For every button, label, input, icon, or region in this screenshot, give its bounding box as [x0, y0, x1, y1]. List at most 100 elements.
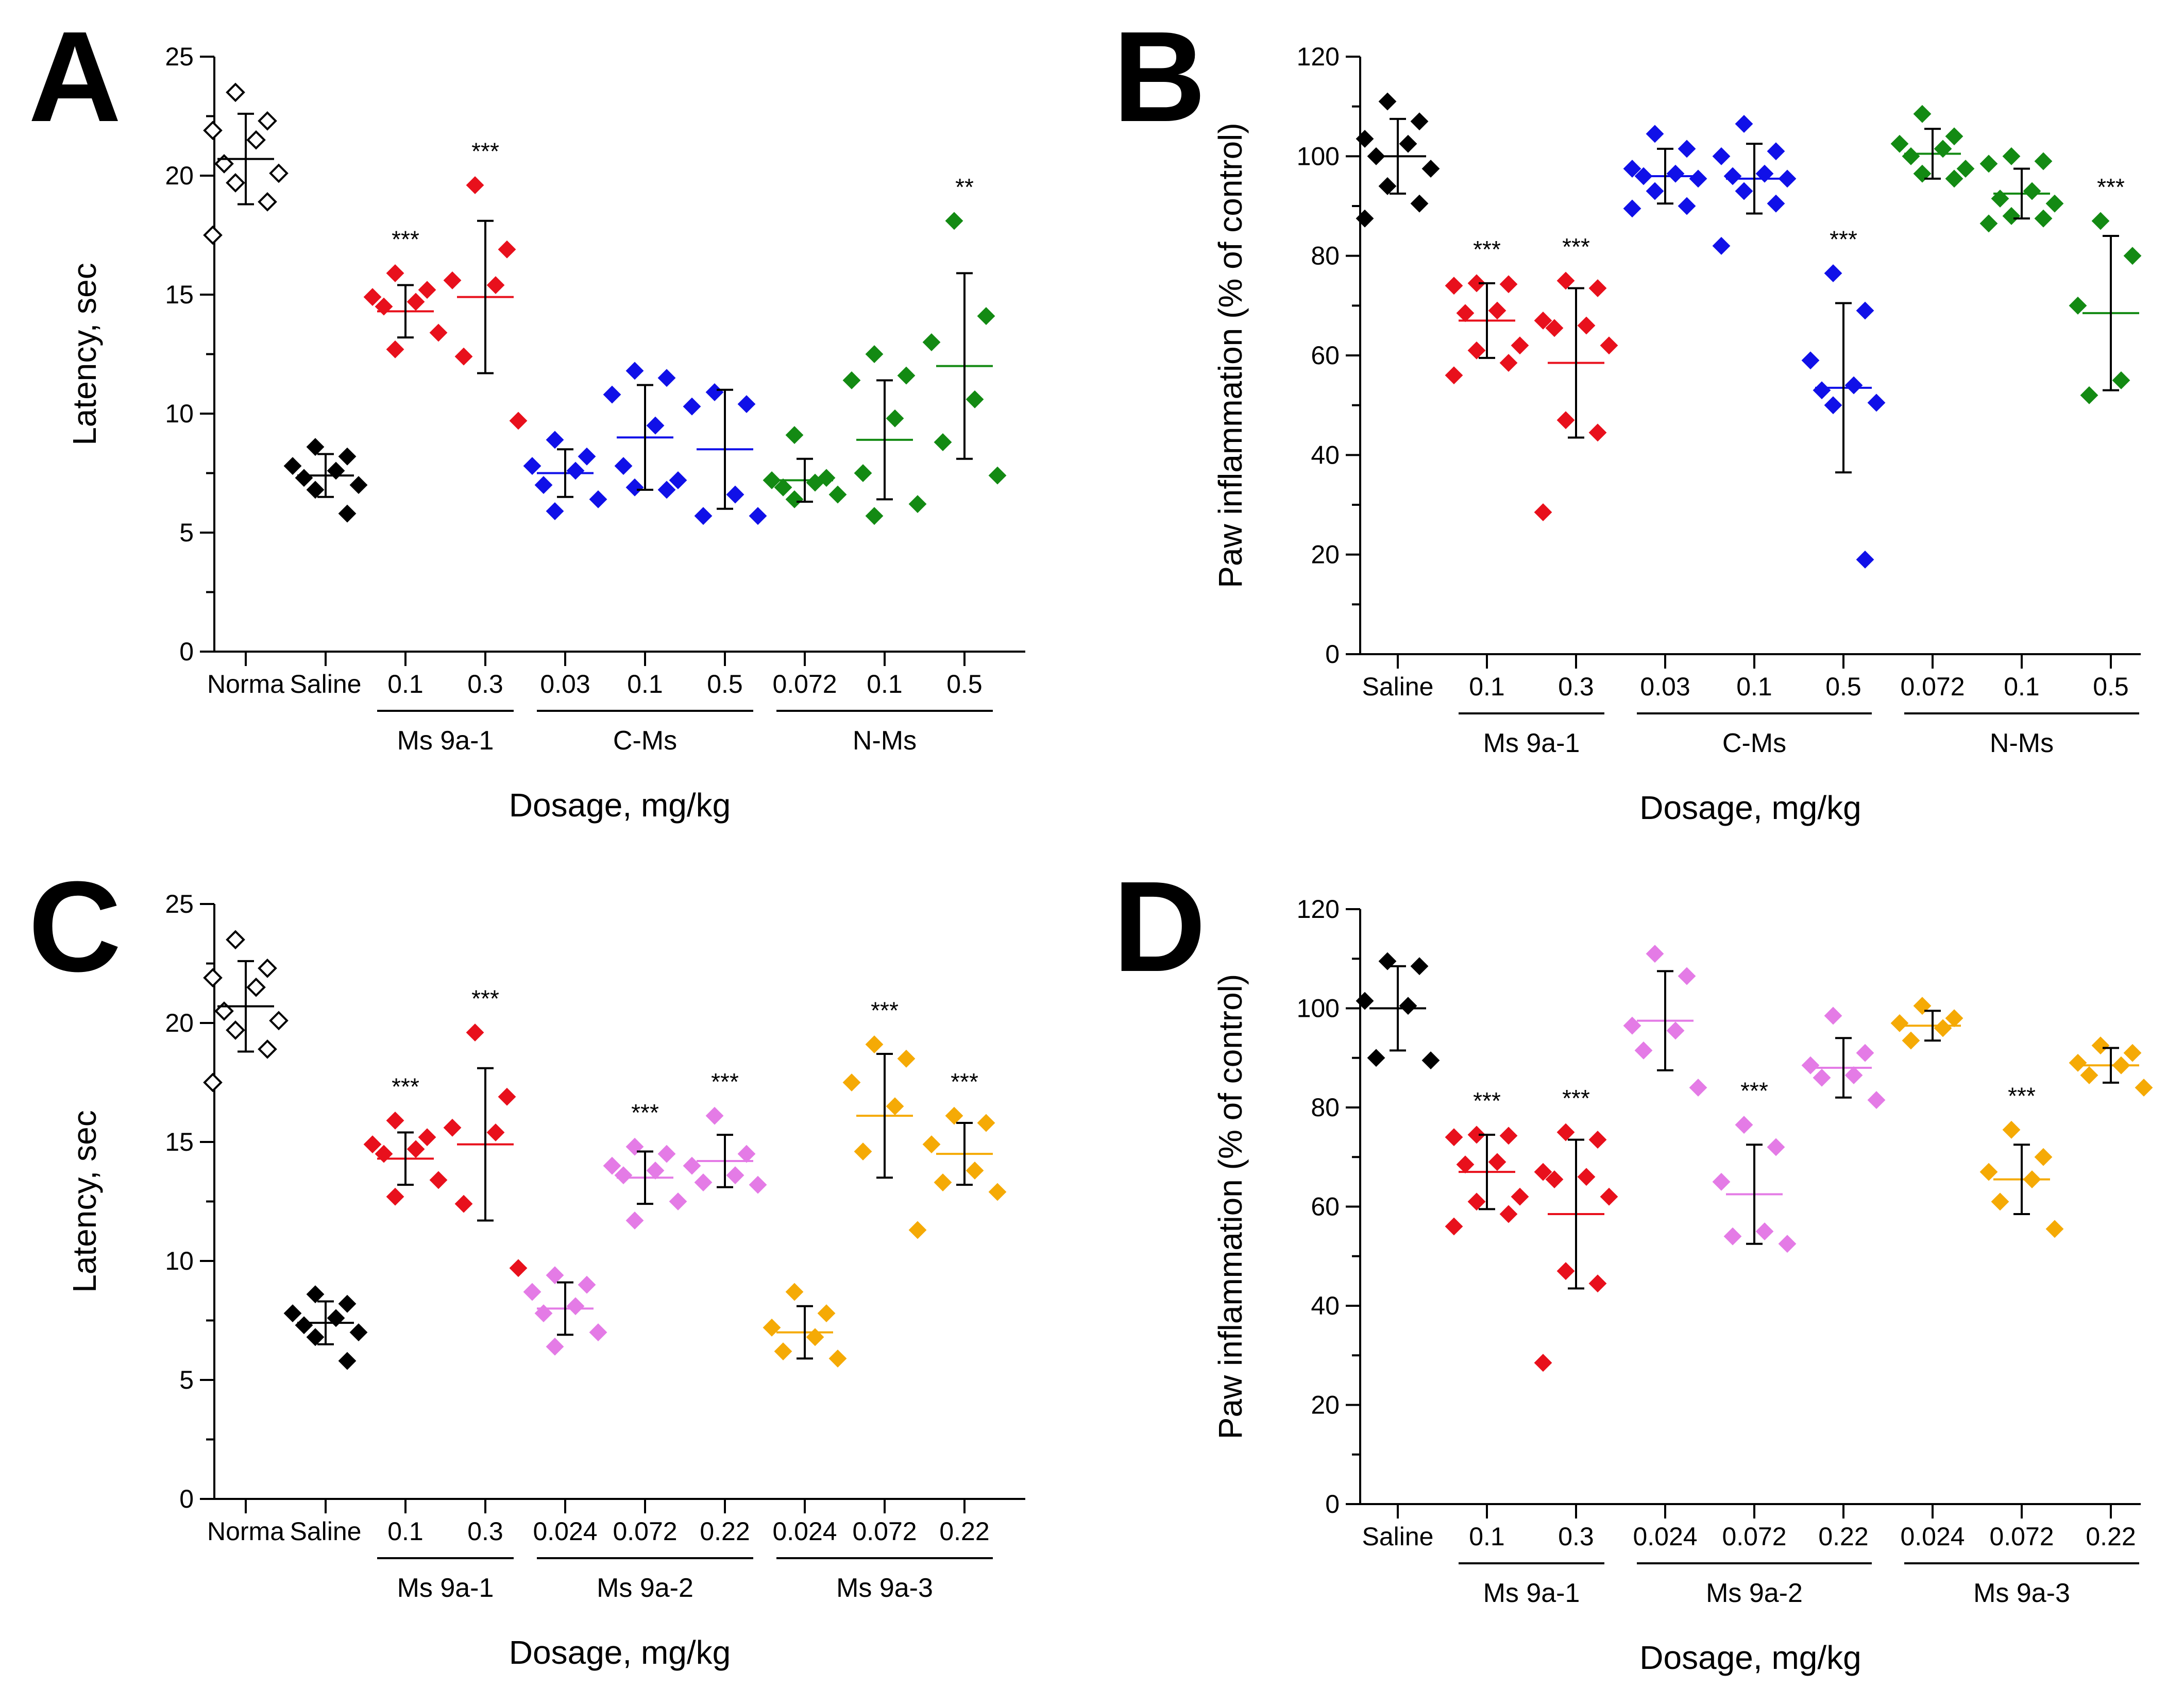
data-point — [774, 478, 792, 497]
significance-label: *** — [2097, 174, 2125, 200]
data-point — [817, 1304, 836, 1323]
data-point — [1623, 1016, 1641, 1035]
data-point — [646, 1162, 665, 1180]
data-point — [865, 345, 884, 363]
data-point — [1723, 1227, 1742, 1246]
data-point — [338, 1294, 357, 1313]
x-tick-label: 0.072 — [852, 1517, 917, 1546]
data-point — [1588, 423, 1607, 442]
data-point — [1499, 354, 1518, 372]
data-point — [509, 1259, 528, 1277]
data-point — [1778, 169, 1797, 188]
data-point — [386, 264, 404, 282]
group-label: Ms 9a-1 — [1483, 728, 1580, 758]
data-point — [1634, 1041, 1653, 1060]
data-point — [694, 1173, 713, 1191]
data-point — [966, 1162, 984, 1180]
x-tick-label: 0.3 — [1558, 1522, 1594, 1551]
x-tick-label: 0.5 — [1825, 672, 1861, 701]
data-point — [2091, 212, 2110, 230]
x-tick-label: 0.1 — [1736, 672, 1772, 701]
data-point — [1410, 957, 1429, 976]
data-point — [2002, 147, 2021, 165]
data-point — [922, 1135, 941, 1154]
x-tick-label: 0.1 — [627, 670, 663, 698]
data-point — [349, 476, 368, 494]
data-point — [1678, 967, 1696, 985]
group-label: Ms 9a-3 — [1973, 1578, 2070, 1608]
significance-label: *** — [711, 1068, 739, 1095]
data-point — [657, 481, 676, 499]
data-point — [203, 121, 223, 141]
group-label: Ms 9a-2 — [597, 1573, 693, 1603]
data-point — [1467, 1125, 1486, 1144]
x-tick-label: Norma — [207, 1517, 284, 1546]
data-point — [246, 977, 266, 997]
panel-letter: C — [28, 855, 122, 998]
y-tick-label: 40 — [1311, 1291, 1340, 1320]
data-point — [2034, 1148, 2053, 1166]
data-point — [603, 385, 621, 404]
data-point — [977, 1114, 995, 1132]
data-point — [1410, 194, 1429, 213]
data-point — [1545, 319, 1564, 337]
data-point — [1735, 182, 1753, 200]
data-point — [1844, 376, 1863, 395]
data-point — [1646, 125, 1664, 143]
x-tick-label: 0.22 — [1818, 1522, 1868, 1551]
data-point — [2080, 386, 2098, 404]
data-point — [1421, 1051, 1440, 1069]
x-tick-label: 0.22 — [939, 1517, 989, 1546]
y-tick-label: 25 — [165, 890, 194, 918]
y-tick-label: 40 — [1311, 440, 1340, 469]
significance-label: *** — [1473, 236, 1501, 263]
data-point — [1979, 155, 1998, 173]
data-point — [625, 478, 644, 497]
data-point — [2045, 1220, 2064, 1238]
data-point — [669, 471, 687, 489]
data-point — [226, 173, 245, 193]
significance-label: *** — [951, 1068, 978, 1095]
data-point — [306, 481, 325, 499]
data-point — [922, 333, 941, 351]
data-point — [2069, 296, 2087, 315]
data-point — [1735, 115, 1753, 133]
data-point — [2002, 1120, 2021, 1139]
data-point — [1913, 105, 1932, 123]
data-point — [1467, 1192, 1486, 1211]
data-point — [646, 416, 665, 435]
data-point — [1856, 1044, 1874, 1062]
data-point — [842, 1073, 861, 1091]
data-point — [625, 1212, 644, 1230]
x-tick-label: 0.3 — [467, 1517, 503, 1546]
x-tick-label: 0.03 — [1640, 672, 1690, 701]
data-point — [295, 469, 313, 487]
data-point — [407, 1140, 425, 1158]
x-tick-label: 0.072 — [1722, 1522, 1786, 1551]
data-point — [1767, 1138, 1785, 1156]
data-point — [1813, 1068, 1831, 1087]
data-point — [897, 1049, 916, 1068]
data-point — [283, 1304, 302, 1323]
data-point — [726, 1166, 744, 1185]
data-point — [726, 485, 744, 504]
y-tick-label: 20 — [1311, 540, 1340, 569]
data-point — [1890, 1014, 1909, 1032]
significance-label: *** — [871, 997, 899, 1024]
data-point — [1356, 992, 1374, 1010]
x-tick-label: 0.5 — [946, 670, 983, 698]
data-point — [1813, 381, 1831, 400]
data-point — [785, 1283, 804, 1301]
y-tick-label: 60 — [1311, 1192, 1340, 1221]
data-point — [988, 1183, 1007, 1201]
x-tick-label: 0.22 — [700, 1517, 750, 1546]
data-point — [865, 507, 884, 525]
data-point — [1545, 1170, 1564, 1188]
y-tick-label: 15 — [165, 280, 194, 309]
data-point — [763, 1318, 781, 1337]
data-point — [1956, 160, 1975, 178]
data-point — [1588, 1274, 1607, 1293]
data-point — [737, 1145, 756, 1163]
data-point — [566, 1297, 585, 1316]
data-point — [258, 1039, 277, 1059]
